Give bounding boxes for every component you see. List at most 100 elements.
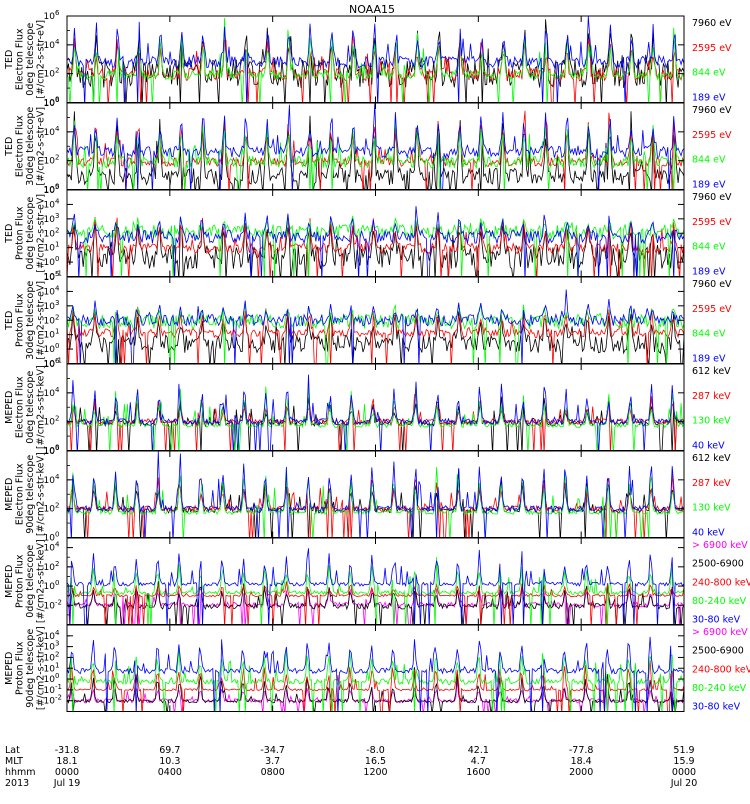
series-line-4 <box>67 16 684 103</box>
y-tick-label: 10 <box>44 41 56 51</box>
y-tick-exponent: 2 <box>55 415 59 423</box>
legend-entry: 30-80 keV <box>692 702 741 713</box>
y-tick-label: 10 <box>44 186 56 196</box>
y-axis-label-line: [#/cm2-s-str-keV] <box>36 539 47 623</box>
series-line-3 <box>67 581 684 625</box>
series-group <box>67 636 684 712</box>
series-group <box>67 16 684 103</box>
x-tick-label-mlt: 3.7 <box>265 756 280 767</box>
y-tick-exponent: 4 <box>55 125 60 133</box>
y-axis-label-line: 90deg telescope <box>25 455 36 534</box>
x-tick-label-mlt: 15.9 <box>673 756 694 767</box>
y-tick-exponent: 2 <box>55 502 59 510</box>
y-axis-label-line: 0deg telescope <box>25 371 36 444</box>
y-tick-label: 10 <box>44 582 56 592</box>
y-axis-label-line: 0deg telescope <box>25 197 36 270</box>
legend-entry: 7960 eV <box>692 192 732 203</box>
series-line-5 <box>67 548 684 625</box>
legend-entry: 287 keV <box>692 478 731 489</box>
x-tick-label-mlt: 18.4 <box>571 756 592 767</box>
legend-entry: 189 eV <box>692 93 726 104</box>
chart-title: NOAA15 <box>349 3 395 16</box>
legend-entry: 2595 eV <box>692 43 732 54</box>
series-line-4 <box>67 374 684 451</box>
y-tick-label: 10 <box>44 360 56 370</box>
panel-3: TEDProton Flux0deg telescope[#/cm2-s-str… <box>4 183 732 283</box>
x-tick-label-mlt: 4.7 <box>471 756 486 767</box>
legend-entry: 844 eV <box>692 68 726 79</box>
legend-entry: 2500-6900 <box>692 559 744 570</box>
x-axis-row-label: hhmm <box>5 767 36 778</box>
y-axis-label-line: [#/cm2-s-str-eV] <box>36 194 47 273</box>
legend-entry: 2595 eV <box>692 130 732 141</box>
y-axis-label: MEPEDElectron Flux0deg telescope[#/cm2-s… <box>4 365 47 449</box>
series-line-4 <box>67 206 684 277</box>
y-tick-label: 10 <box>44 664 56 674</box>
y-tick-label: 10 <box>44 316 56 326</box>
x-tick-label-lat: -77.8 <box>569 745 594 756</box>
y-tick-label: 10 <box>44 273 56 283</box>
y-tick-exponent: 2 <box>55 226 59 234</box>
y-tick-label: 10 <box>44 186 56 196</box>
y-tick-exponent: 4 <box>55 197 60 205</box>
series-line-5 <box>67 636 684 712</box>
y-tick-exponent: 0 <box>55 255 59 263</box>
series-line-3 <box>67 660 684 712</box>
legend-entry: 30-80 keV <box>692 615 741 626</box>
y-tick-exponent: 1 <box>55 661 59 669</box>
y-tick-label: 10 <box>44 643 56 653</box>
legend-entry: 612 keV <box>692 453 731 464</box>
legend-entry: 844 eV <box>692 329 726 340</box>
y-tick-label: 10 <box>44 447 56 457</box>
y-axis-label-line: MEPED <box>4 652 15 685</box>
y-tick-exponent: 6 <box>55 9 60 17</box>
y-axis-label-line: 30deg telescope <box>25 107 36 186</box>
y-tick-label: 10 <box>44 686 56 696</box>
y-axis-label-line: 0deg telescope <box>25 545 36 618</box>
y-tick-exponent: 1 <box>55 328 59 336</box>
y-tick-exponent: -2 <box>55 694 62 702</box>
y-axis-label-line: Electron Flux <box>15 463 26 525</box>
series-line-3 <box>67 467 684 538</box>
y-axis-label-line: Proton Flux <box>15 554 26 608</box>
y-axis-label: MEPEDElectron Flux90deg telescope[#/cm2-… <box>4 452 47 536</box>
panel-2: TEDElectron Flux30deg telescope[#/cm2-s-… <box>4 96 732 196</box>
y-tick-exponent: 4 <box>55 386 60 394</box>
series-line-4 <box>67 103 684 190</box>
y-tick-exponent: 3 <box>55 299 59 307</box>
y-tick-exponent: 4 <box>55 541 60 549</box>
legend-entry: 612 keV <box>692 366 731 377</box>
y-tick-exponent: 3 <box>55 212 59 220</box>
panel-5: MEPEDElectron Flux0deg telescope[#/cm2-s… <box>4 357 731 457</box>
y-axis-label: TEDProton Flux30deg telescope[#/cm2-s-st… <box>4 281 47 360</box>
y-tick-exponent: -1 <box>55 270 62 278</box>
y-axis-label-line: Proton Flux <box>15 293 26 347</box>
y-axis-label-line: Proton Flux <box>15 206 26 260</box>
x-tick-label-hhmm: 0800 <box>261 767 285 778</box>
y-tick-exponent: 6 <box>55 357 60 365</box>
y-axis-label-line: 0deg telescope <box>25 23 36 96</box>
y-axis-label: TEDElectron Flux30deg telescope[#/cm2-s-… <box>4 107 47 186</box>
x-tick-label-lat: 51.9 <box>673 745 694 756</box>
y-tick-label: 10 <box>44 675 56 685</box>
y-tick-label: 10 <box>44 99 56 109</box>
series-line-4 <box>67 289 684 364</box>
panel-8: MEPEDProton Flux90deg telescope[#/cm2-s-… <box>4 624 750 713</box>
y-tick-label: 10 <box>44 534 56 544</box>
y-tick-label: 10 <box>44 12 56 22</box>
y-tick-exponent: 2 <box>55 650 59 658</box>
series-line-3 <box>67 119 684 190</box>
x-tick-label-mlt: 18.1 <box>56 756 77 767</box>
y-tick-label: 10 <box>44 99 56 109</box>
x-tick-label-lat: 69.7 <box>159 745 180 756</box>
y-tick-label: 10 <box>44 653 56 663</box>
y-tick-exponent: 4 <box>55 473 60 481</box>
y-axis-label-line: Electron Flux <box>15 115 26 177</box>
series-line-4 <box>67 649 684 712</box>
x-tick-label-hhmm: 0000 <box>55 767 79 778</box>
series-line-4 <box>67 451 684 538</box>
x-tick-label-lat: -31.8 <box>55 745 80 756</box>
y-tick-label: 10 <box>44 287 56 297</box>
